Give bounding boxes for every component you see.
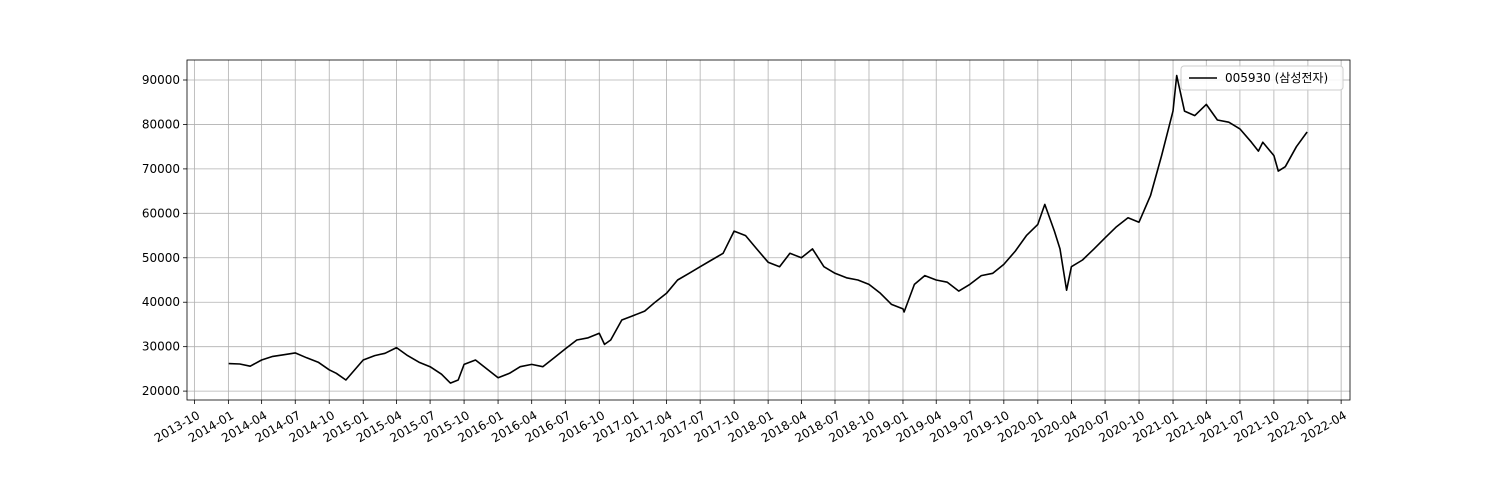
y-tick-label: 30000 [142, 340, 180, 354]
y-tick-label: 40000 [142, 295, 180, 309]
y-tick-label: 70000 [142, 162, 180, 176]
y-tick-label: 60000 [142, 206, 180, 220]
plot-frame [186, 59, 1351, 401]
legend: 005930 (삼성전자) [1180, 65, 1344, 91]
axes: 2013-102014-012014-042014-072014-102015-… [142, 59, 1351, 445]
y-tick-label: 50000 [142, 251, 180, 265]
legend-box [1180, 65, 1344, 91]
y-tick-label: 80000 [142, 117, 180, 131]
legend-label: 005930 (삼성전자) [1225, 71, 1328, 85]
y-tick-label: 20000 [142, 384, 180, 398]
series-layer [228, 74, 1308, 384]
gridlines [187, 60, 1350, 400]
series-line [228, 74, 1308, 384]
y-tick-label: 90000 [142, 73, 180, 87]
